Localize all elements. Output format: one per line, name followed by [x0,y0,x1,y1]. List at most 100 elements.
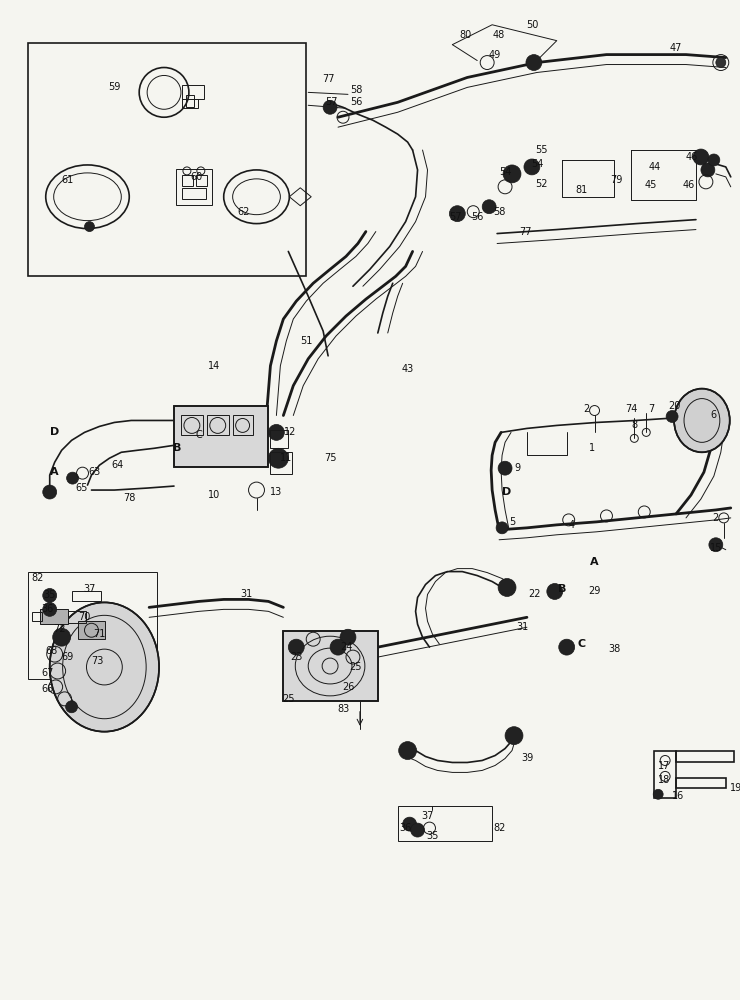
Bar [676,751,734,762]
Text: 69: 69 [61,652,74,662]
Bar [40,609,67,624]
Text: B: B [172,443,181,453]
Text: 39: 39 [521,753,533,763]
Circle shape [269,424,284,440]
Text: 46: 46 [683,180,695,190]
Text: 31: 31 [516,622,528,632]
Circle shape [708,154,720,166]
Bar [283,631,378,701]
Text: 1: 1 [588,443,595,453]
Text: 6: 6 [711,410,717,420]
Text: 47: 47 [670,43,682,53]
Circle shape [716,58,726,68]
Text: 58: 58 [350,85,362,95]
Bar [397,806,492,841]
Circle shape [53,628,70,646]
Circle shape [482,200,496,214]
Text: 70: 70 [78,612,91,622]
Bar [28,43,306,276]
Circle shape [526,55,542,70]
Text: 36: 36 [400,823,411,833]
Bar [270,430,289,448]
Text: 18: 18 [658,775,670,785]
Text: 35: 35 [426,831,439,841]
Text: 37: 37 [421,811,434,821]
Bar [28,572,157,679]
Circle shape [67,472,78,484]
Text: 2: 2 [713,513,719,523]
Text: 77: 77 [322,74,334,84]
Text: 11: 11 [280,453,292,463]
Bar [206,415,229,435]
Bar [181,415,203,435]
Text: B: B [557,584,566,594]
Text: 54: 54 [499,167,511,177]
Bar [174,406,269,467]
Text: 60: 60 [191,172,203,182]
Text: 24: 24 [340,642,352,652]
Text: 10: 10 [208,490,220,500]
Text: 52: 52 [536,179,548,189]
Text: 29: 29 [588,586,601,596]
Text: 56: 56 [471,212,483,222]
Text: 45: 45 [645,180,657,190]
Text: 2: 2 [583,404,590,414]
Text: 4: 4 [568,520,575,530]
Text: 38: 38 [608,644,621,654]
Text: 50: 50 [525,20,538,30]
Text: 43: 43 [402,364,414,374]
Circle shape [411,823,425,837]
Circle shape [693,149,709,165]
Text: 44: 44 [648,162,660,172]
Text: 72: 72 [53,624,66,634]
Circle shape [449,206,465,222]
Text: A: A [591,557,599,567]
Circle shape [340,629,356,645]
Text: 31: 31 [240,589,252,599]
Text: 15: 15 [710,543,722,553]
Bar [72,591,101,601]
Text: 35: 35 [44,590,56,600]
Ellipse shape [50,602,159,732]
Text: A: A [50,467,59,477]
Text: 26: 26 [342,682,354,692]
Circle shape [323,100,337,114]
Circle shape [43,602,57,616]
Circle shape [66,701,78,713]
Text: 62: 62 [238,207,250,217]
Text: 46: 46 [686,152,698,162]
Text: 81: 81 [576,185,588,195]
Text: 51: 51 [300,336,312,346]
Text: 80: 80 [460,30,471,40]
Text: 49: 49 [489,50,501,60]
Bar [67,611,86,623]
Circle shape [503,165,521,183]
Circle shape [524,159,540,175]
Text: 22: 22 [528,589,541,599]
Text: 13: 13 [270,487,283,497]
Text: 9: 9 [514,463,520,473]
Circle shape [709,538,723,552]
Bar [176,169,212,205]
Bar [32,612,41,621]
Circle shape [43,485,57,499]
Text: C: C [577,639,585,649]
Bar [232,415,252,435]
Text: 48: 48 [493,30,505,40]
Circle shape [701,163,715,177]
Text: 19: 19 [730,783,740,793]
Circle shape [498,579,516,596]
Text: D: D [50,427,59,437]
Circle shape [666,411,678,422]
Text: 7: 7 [648,404,654,414]
Circle shape [547,584,562,599]
Text: 67: 67 [41,668,54,678]
Circle shape [559,639,575,655]
Bar [283,631,378,701]
Text: 57: 57 [325,97,337,107]
Text: 25: 25 [350,662,362,672]
Circle shape [84,222,95,232]
Circle shape [653,789,663,799]
Bar [182,188,206,199]
Text: 83: 83 [337,704,349,714]
